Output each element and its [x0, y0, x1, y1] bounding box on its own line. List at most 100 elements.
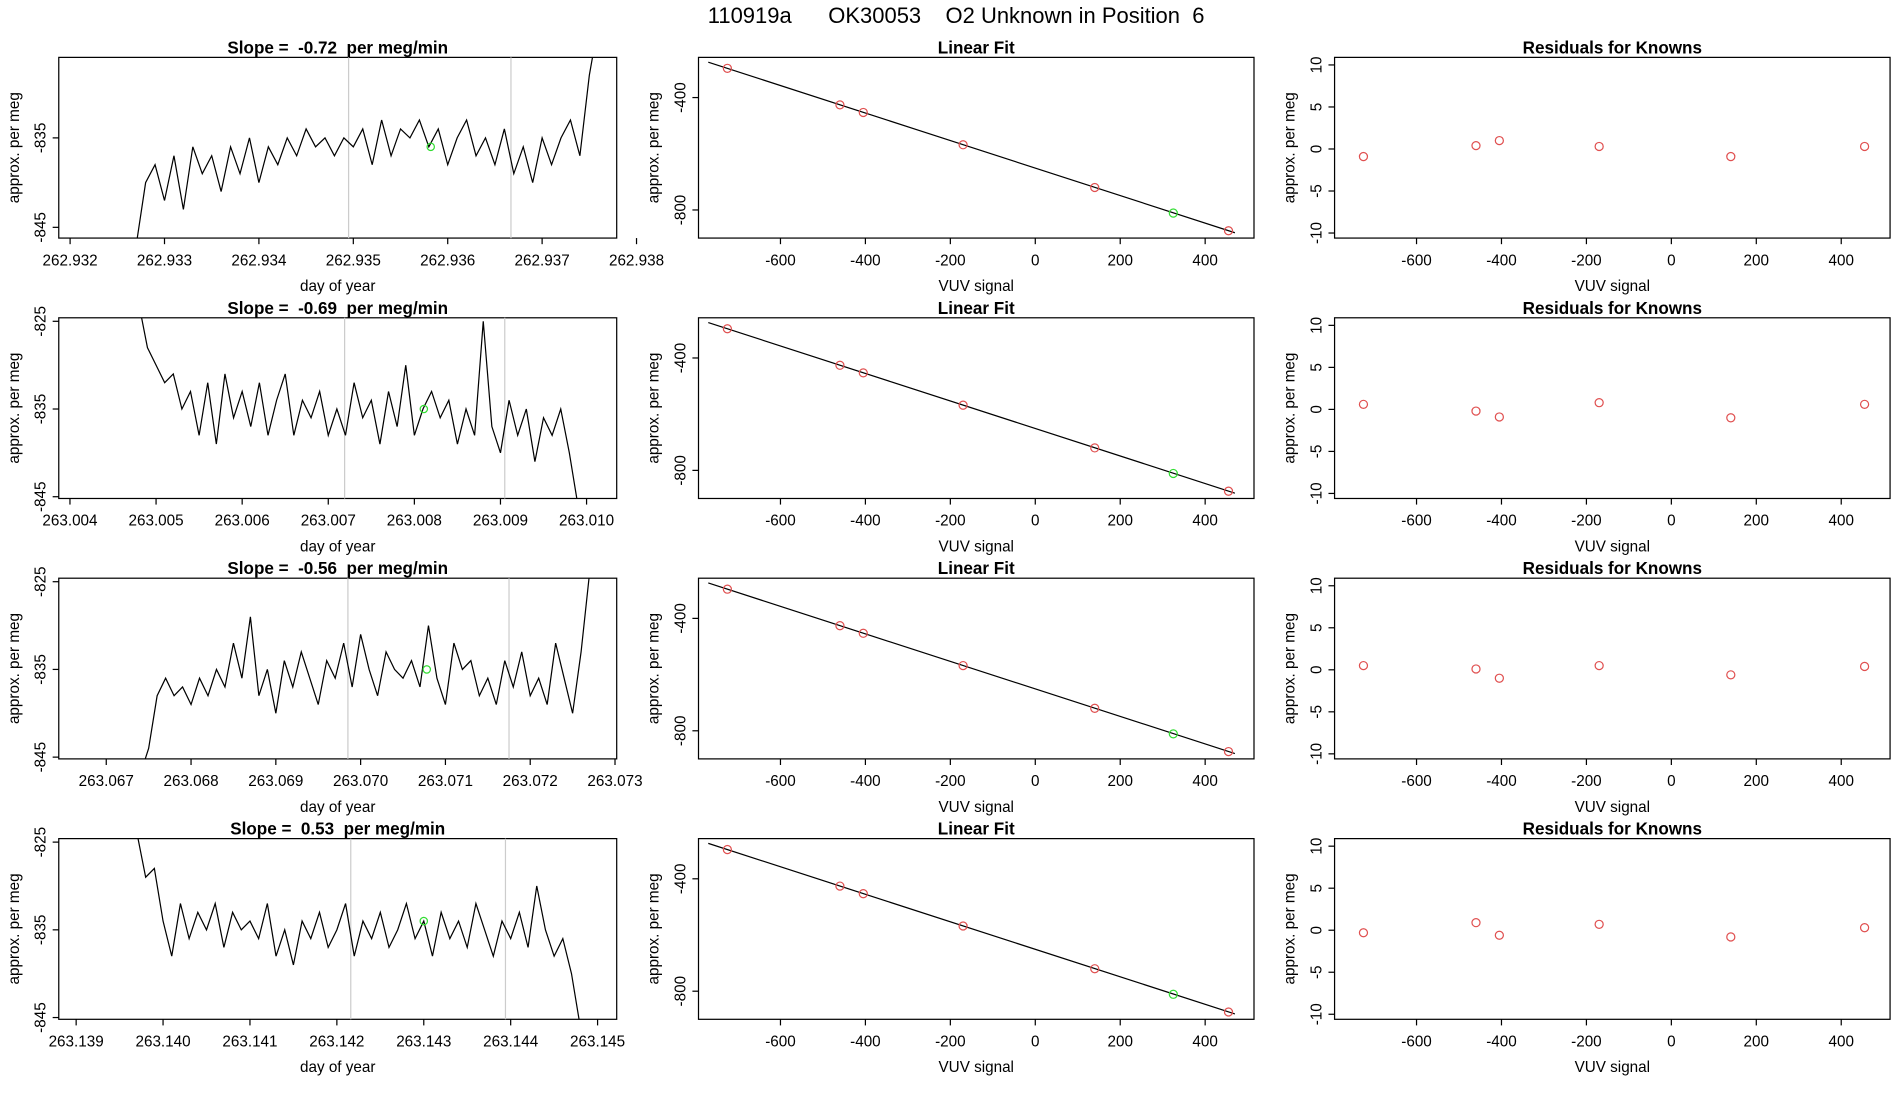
x-axis-label: VUV signal: [939, 1059, 1014, 1076]
x-tick-label: 263.005: [128, 513, 183, 530]
x-tick-label: 263.072: [503, 773, 558, 790]
x-tick-label: 263.067: [79, 773, 134, 790]
y-tick-label: 5: [1309, 363, 1326, 371]
x-tick-label: -600: [1401, 1034, 1432, 1051]
x-tick-label: 400: [1192, 252, 1217, 269]
x-tick-label: -200: [1571, 513, 1602, 530]
plot-frame: [697, 317, 1255, 500]
panel-title: Linear Fit: [938, 38, 1015, 57]
x-tick-label: 263.009: [473, 513, 528, 530]
point: [1358, 660, 1369, 671]
x-tick-label: -200: [1571, 773, 1602, 790]
x-axis-label: VUV signal: [1575, 1059, 1650, 1076]
x-tick-label: -400: [850, 513, 881, 530]
point: [1223, 746, 1234, 757]
x-axis-label: day of year: [300, 538, 375, 555]
y-axis-label: approx. per meg: [1282, 873, 1299, 984]
point: [958, 140, 968, 150]
x-tick-label: 200: [1107, 773, 1132, 790]
y-tick-label: 0: [1309, 145, 1326, 153]
x-tick-label: -200: [935, 1034, 966, 1051]
x-axis-label: day of year: [300, 799, 375, 816]
panel: Linear Fit VUV signal approx. per meg -600 -…: [646, 38, 1255, 295]
x-axis-label: VUV signal: [939, 278, 1014, 295]
point: [1726, 413, 1736, 423]
series-line: [136, 57, 594, 239]
x-tick-label: -600: [1401, 773, 1432, 790]
y-tick-label: -800: [672, 455, 689, 486]
y-axis-label: approx. per meg: [1282, 353, 1299, 464]
y-tick-label: 5: [1309, 884, 1326, 892]
y-axis-label: approx. per meg: [646, 873, 663, 984]
x-tick-label: -600: [765, 773, 796, 790]
panel: Linear Fit VUV signal approx. per meg -600 -…: [646, 559, 1255, 816]
point: [1859, 141, 1870, 152]
point: [722, 63, 733, 73]
x-tick-label: -200: [935, 252, 966, 269]
x-tick-label: 200: [1107, 252, 1132, 269]
point: [1594, 660, 1604, 671]
point: [1494, 412, 1504, 422]
point: [1471, 664, 1481, 674]
point: [1168, 208, 1178, 218]
y-axis-label: approx. per meg: [6, 873, 23, 984]
point: [858, 368, 868, 378]
point: [1594, 141, 1604, 152]
point: [1223, 1007, 1234, 1017]
x-axis-label: VUV signal: [1575, 538, 1650, 555]
point: [1859, 923, 1870, 933]
y-tick-label: 10: [1309, 838, 1326, 855]
x-axis-label: day of year: [300, 278, 375, 295]
x-tick-label: 263.071: [418, 773, 473, 790]
point: [1494, 930, 1504, 940]
y-tick-label: -825: [33, 827, 50, 858]
y-tick-label: -800: [672, 195, 689, 226]
y-tick-label: 5: [1309, 103, 1326, 111]
point: [1494, 135, 1504, 146]
panel: Linear Fit VUV signal approx. per meg -600 -…: [646, 299, 1255, 555]
x-tick-label: 262.932: [43, 252, 98, 269]
x-tick-label: 263.145: [570, 1034, 625, 1051]
x-tick-label: 0: [1667, 1034, 1675, 1051]
x-tick-label: -200: [935, 773, 966, 790]
point: [722, 844, 733, 855]
x-tick-label: 263.143: [396, 1034, 451, 1051]
y-tick-label: -400: [672, 82, 689, 113]
point: [958, 660, 968, 671]
panel: Slope = -0.72 per meg/min day of year appr…: [6, 38, 664, 295]
x-tick-label: 262.936: [420, 252, 475, 269]
x-tick-label: 400: [1829, 773, 1854, 790]
series-line: [140, 317, 578, 499]
x-tick-label: 400: [1192, 513, 1217, 530]
x-tick-label: 200: [1107, 513, 1132, 530]
x-tick-label: 400: [1829, 252, 1854, 269]
point: [835, 360, 845, 370]
panel-title: Residuals for Knowns: [1523, 38, 1702, 57]
y-tick-label: -845: [33, 212, 50, 243]
plot-frame: [1333, 577, 1891, 760]
x-tick-label: 200: [1744, 1034, 1769, 1051]
y-axis-label: approx. per meg: [1282, 92, 1299, 203]
x-tick-label: -600: [1401, 252, 1432, 269]
point: [958, 921, 968, 931]
panel-title: Residuals for Knowns: [1523, 299, 1702, 318]
x-axis-label: day of year: [300, 1059, 375, 1076]
panel: Slope = 0.53 per meg/min day of year appro…: [6, 820, 625, 1077]
panel: Slope = -0.69 per meg/min day of year appr…: [6, 299, 618, 555]
x-axis-label: VUV signal: [939, 538, 1014, 555]
plot-frame: [58, 577, 618, 760]
x-axis-label: VUV signal: [939, 799, 1014, 816]
fit-line: [708, 582, 1236, 755]
x-tick-label: -400: [1486, 773, 1517, 790]
point: [958, 400, 968, 410]
y-tick-label: -800: [672, 716, 689, 747]
panel-title: Slope = -0.56 per meg/min: [227, 559, 448, 578]
y-axis-label: approx. per meg: [1282, 613, 1299, 724]
x-tick-label: 0: [1031, 513, 1039, 530]
x-tick-label: -400: [1486, 252, 1517, 269]
point: [1358, 399, 1369, 409]
point: [1358, 928, 1369, 938]
x-tick-label: 262.935: [326, 252, 381, 269]
unknown-point: [426, 142, 435, 152]
